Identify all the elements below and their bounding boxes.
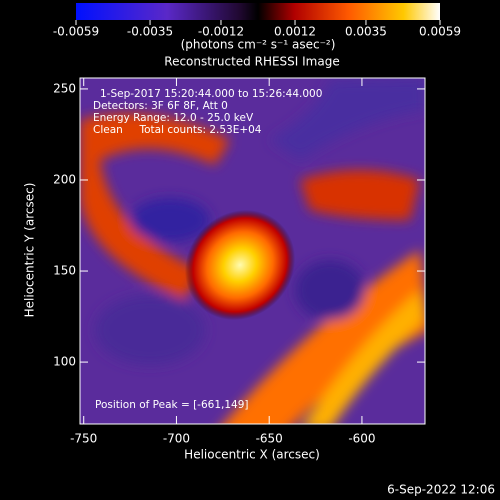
x-tick-label: -700 <box>163 432 190 446</box>
plot-frame <box>79 77 426 425</box>
x-tick-label: -750 <box>70 432 97 446</box>
x-axis-label: Heliocentric X (arcsec) <box>184 448 320 462</box>
annotation: Detectors: 3F 6F 8F, Att 0 <box>93 100 228 112</box>
x-tick-label: -600 <box>348 432 375 446</box>
colorbar-tick-label: -0.0012 <box>198 25 244 39</box>
annotation: Energy Range: 12.0 - 25.0 keV <box>93 112 254 124</box>
annotation: Clean Total counts: 2.53E+04 <box>93 124 262 136</box>
annotation: 1-Sep-2017 15:20:44.000 to 15:26:44.000 <box>100 88 322 100</box>
colorbar-tick-label: 0.0012 <box>274 25 316 39</box>
annotation: Position of Peak = [-661,149] <box>95 399 249 411</box>
colorbar-tick-label: 0.0059 <box>419 25 461 39</box>
colorbar <box>76 3 440 20</box>
y-axis-label: Heliocentric Y (arcsec) <box>23 183 37 318</box>
heatmap <box>80 78 425 424</box>
y-tick-label: 100 <box>53 355 76 369</box>
y-tick-label: 250 <box>53 81 76 95</box>
chart-title: Reconstructed RHESSI Image <box>164 55 339 69</box>
y-tick-label: 150 <box>53 264 76 278</box>
colorbar-tick-label: -0.0035 <box>127 25 173 39</box>
y-tick-label: 200 <box>53 172 76 186</box>
colorbar-label: (photons cm⁻² s⁻¹ asec⁻²) <box>181 38 336 52</box>
footer: 6-Sep-2022 12:06 <box>387 483 495 497</box>
colorbar-tick-label: 0.0035 <box>345 25 387 39</box>
x-tick-label: -650 <box>256 432 283 446</box>
colorbar-tick-label: -0.0059 <box>53 25 99 39</box>
